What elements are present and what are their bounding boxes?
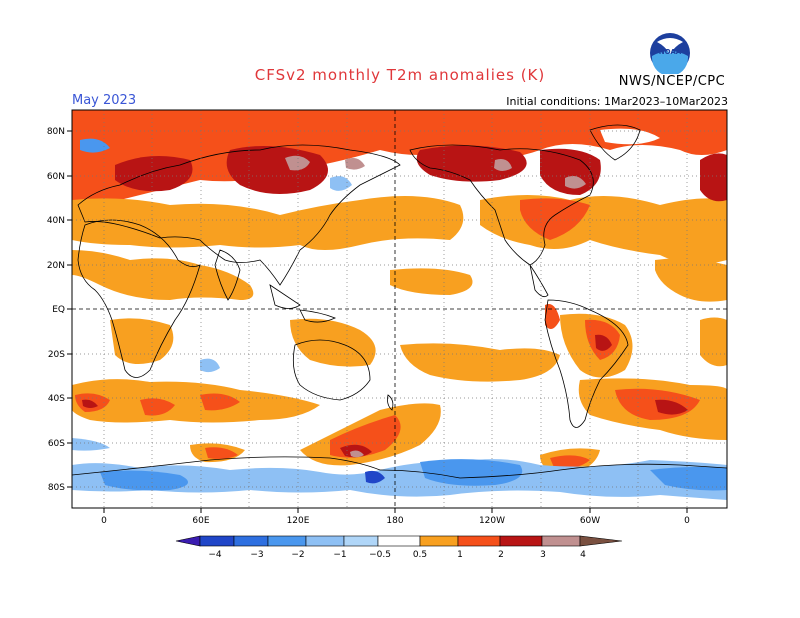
legend-label: −4 xyxy=(208,550,222,560)
color-bar-labels: −4 −3 −2 −1 −0.5 0.5 1 2 3 4 xyxy=(208,550,586,560)
initial-conditions: Initial conditions: 1Mar2023–10Mar2023 xyxy=(506,95,728,108)
legend-label: 0.5 xyxy=(413,550,427,560)
lon-label: 0 xyxy=(684,516,690,526)
lat-label: EQ xyxy=(52,305,65,315)
legend-bin xyxy=(419,535,459,547)
legend-bin xyxy=(233,535,269,547)
lon-label: 180 xyxy=(386,516,403,526)
equator-dateline xyxy=(72,110,727,508)
lat-label: 40S xyxy=(48,394,65,404)
lon-label: 120E xyxy=(287,516,310,526)
legend-bin xyxy=(579,535,623,547)
anomaly-field xyxy=(72,110,727,508)
legend-bin xyxy=(541,535,581,547)
lat-label: 40N xyxy=(47,216,65,226)
lat-label: 80N xyxy=(47,127,65,137)
legend-label: 4 xyxy=(580,550,586,560)
axis-ticks xyxy=(67,130,688,513)
lon-label: 60E xyxy=(192,516,209,526)
agency-label: NWS/NCEP/CPC xyxy=(618,74,726,89)
lat-label: 60S xyxy=(48,439,65,449)
lon-label: 0 xyxy=(101,516,107,526)
legend-label: −1 xyxy=(333,550,346,560)
lon-label: 120W xyxy=(479,516,505,526)
legend-label: 3 xyxy=(540,550,546,560)
forecast-month: May 2023 xyxy=(72,93,137,108)
noaa-logo: NOAA xyxy=(649,32,691,76)
lon-label: 60W xyxy=(580,516,600,526)
longitude-labels: 0 60E 120E 180 120W 60W 0 xyxy=(101,516,690,526)
coastlines xyxy=(72,124,727,479)
legend-bin xyxy=(267,535,307,547)
legend-bin xyxy=(377,535,421,547)
map-title: CFSv2 monthly T2m anomalies (K) xyxy=(254,66,546,84)
legend-bin xyxy=(199,535,235,547)
latitude-labels: 80N 60N 40N 20N EQ 20S 40S 60S 80S xyxy=(47,127,65,493)
lat-label: 20N xyxy=(47,261,65,271)
lat-label: 60N xyxy=(47,172,65,182)
legend-label: −2 xyxy=(291,550,304,560)
legend-label: 1 xyxy=(457,550,463,560)
legend-label: 2 xyxy=(498,550,504,560)
legend-bin xyxy=(499,535,543,547)
legend-label: −3 xyxy=(250,550,263,560)
lat-label: 20S xyxy=(48,350,65,360)
lat-label: 80S xyxy=(48,483,65,493)
legend-bin xyxy=(457,535,501,547)
color-bar xyxy=(175,535,623,547)
legend-bin xyxy=(175,535,201,547)
legend-bin xyxy=(305,535,345,547)
noaa-logo-text: NOAA xyxy=(659,48,682,56)
legend-bin xyxy=(343,535,379,547)
legend-label: −0.5 xyxy=(369,550,391,560)
